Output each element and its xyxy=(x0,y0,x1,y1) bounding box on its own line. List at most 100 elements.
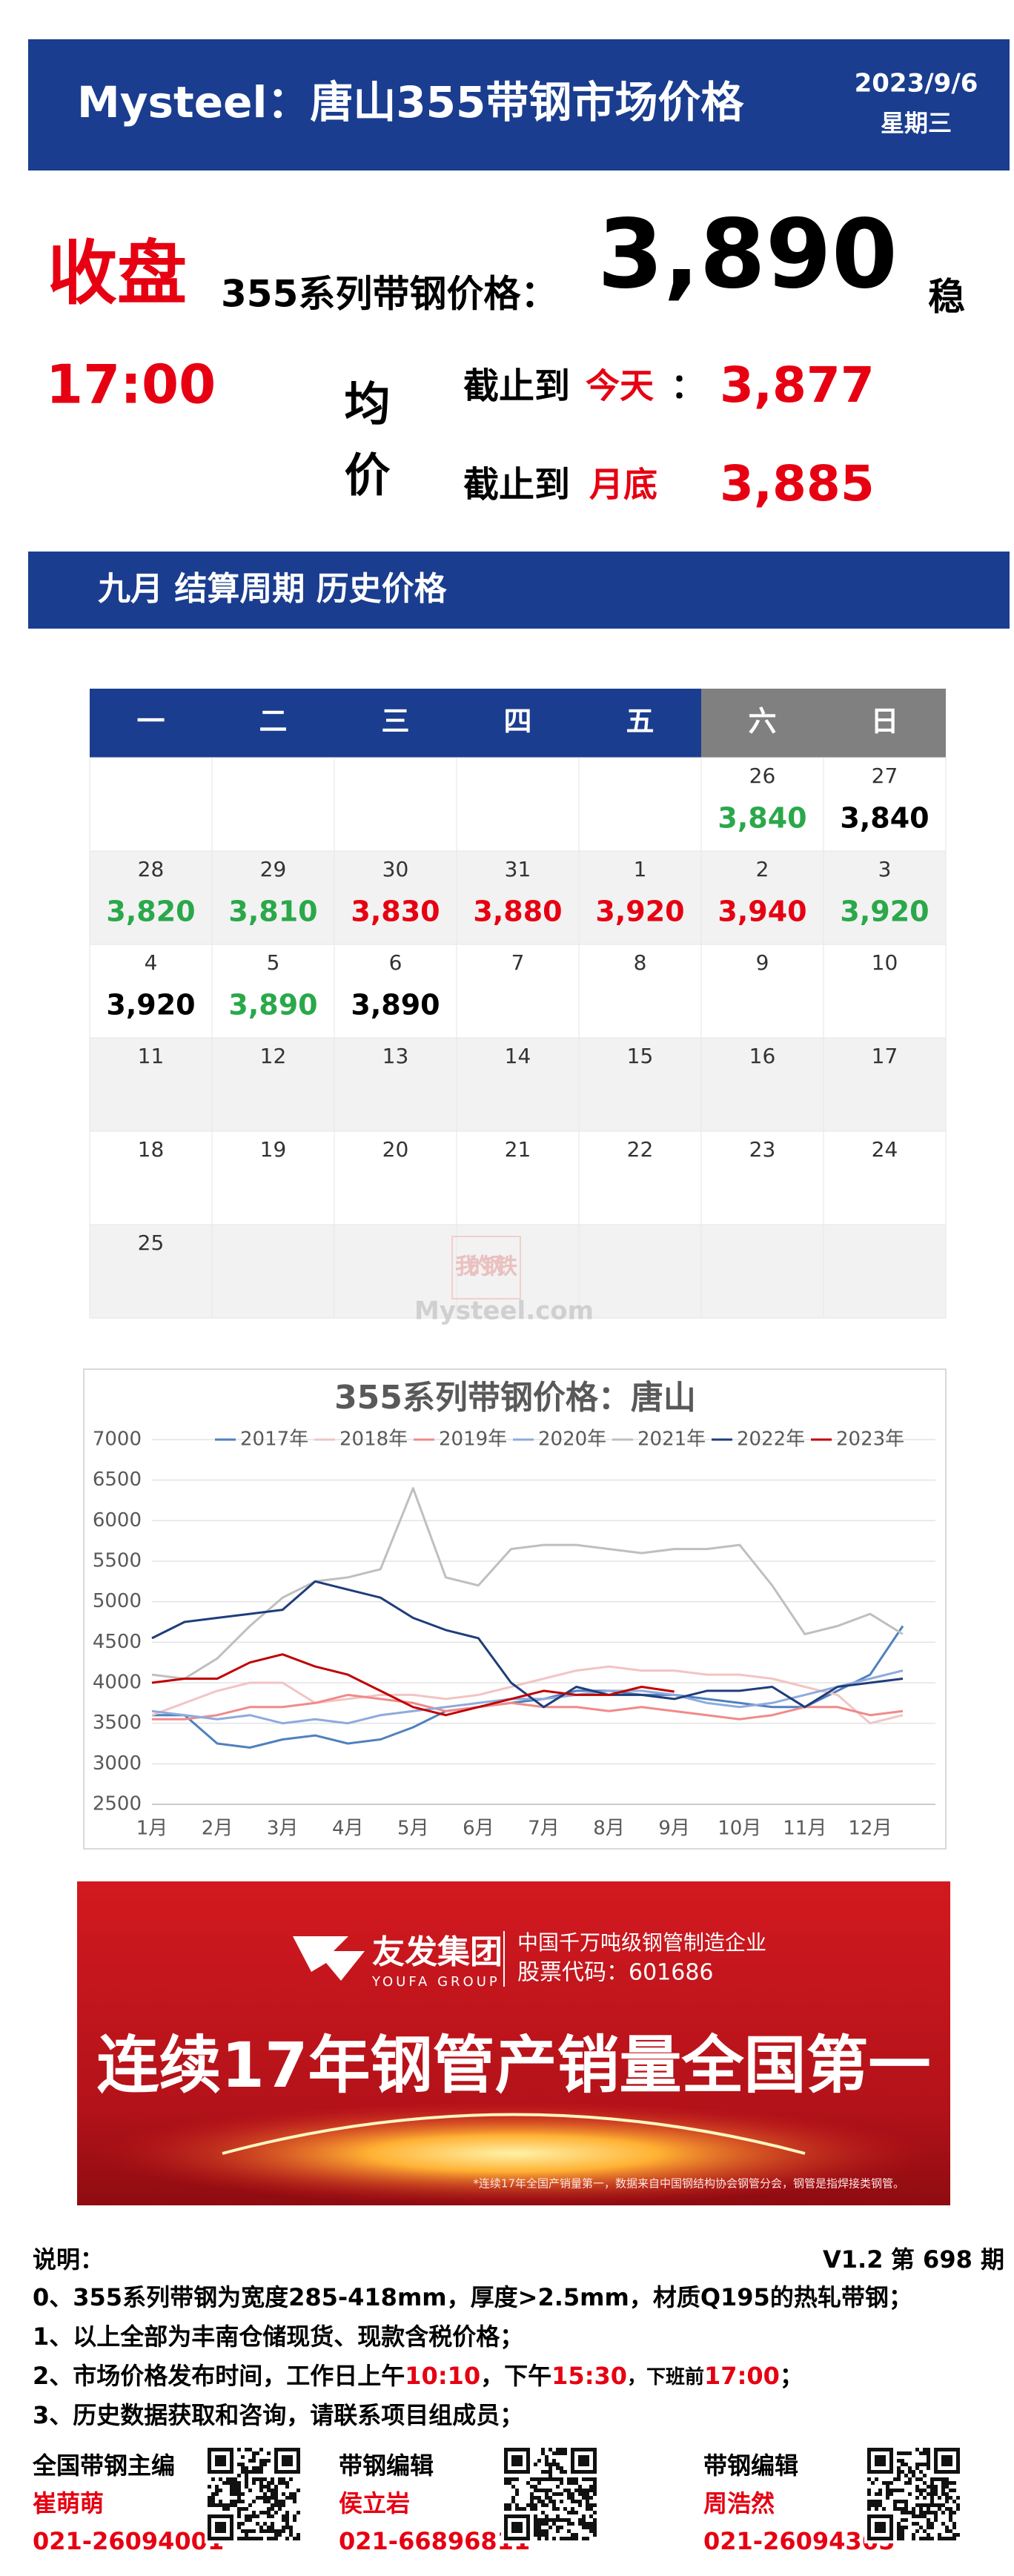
contact-name: 周浩然 xyxy=(703,2489,775,2517)
contact-phone: 021-26094001 xyxy=(33,2527,224,2555)
note-item: 2、市场价格发布时间，工作日上午10:10，下午15:30，下班前17:00； xyxy=(33,2362,803,2390)
calendar-cell xyxy=(823,944,947,1039)
weekday-cell xyxy=(701,689,824,758)
day-number: 7 xyxy=(511,950,525,975)
weekday-label: 四 xyxy=(503,705,531,738)
day-number: 16 xyxy=(749,1044,776,1068)
day-number: 6 xyxy=(389,950,402,975)
weekday-label: 五 xyxy=(626,705,654,738)
note-item: 0、355系列带钢为宽度285-418mm，厚度>2.5mm，材质Q195的热轧… xyxy=(33,2283,912,2311)
day-price: 3,810 xyxy=(228,895,317,928)
day-price: 3,840 xyxy=(840,802,929,835)
ad-slogan: 连续17年钢管产销量全国第一 xyxy=(97,2029,931,2102)
watermark-logo: 我的钢铁 xyxy=(455,1254,517,1280)
ad-tagline: 中国千万吨级钢管制造企业 xyxy=(517,1930,766,1955)
calendar-cell xyxy=(211,1224,335,1319)
section-title: 九月 结算周期 历史价格 xyxy=(98,570,448,608)
series-line xyxy=(151,1487,904,1680)
note-segment: 1、以上全部为丰南仓储现货、现款含税价格； xyxy=(33,2322,523,2351)
weekday-label: 三 xyxy=(381,705,409,738)
calendar-cell xyxy=(334,944,457,1039)
ad-brand-en: YOUFA GROUP xyxy=(371,1974,500,1990)
avg-value: 3,885 xyxy=(720,455,875,512)
weekday-cell xyxy=(579,689,701,758)
calendar-cell xyxy=(211,757,335,852)
day-number: 28 xyxy=(138,857,165,881)
day-number: 10 xyxy=(872,950,898,975)
series-line xyxy=(151,1653,675,1717)
title: Mysteel：唐山355带钢市场价格 xyxy=(77,77,744,128)
x-tick-label: 10月 xyxy=(718,1818,761,1840)
close-time: 17:00 xyxy=(46,354,216,416)
x-tick-label: 1月 xyxy=(136,1818,168,1840)
calendar-cell xyxy=(334,1224,457,1319)
calendar-cell xyxy=(578,1037,702,1132)
avg-period: 今天 xyxy=(586,366,654,406)
calendar-cell xyxy=(334,1130,457,1225)
x-tick-label: 12月 xyxy=(848,1818,892,1840)
note-segment: 15:30 xyxy=(551,2362,627,2390)
y-tick-label: 5500 xyxy=(93,1550,142,1572)
close-label: 收盘 xyxy=(47,234,187,314)
contact-name: 崔萌萌 xyxy=(33,2489,104,2517)
day-number: 2 xyxy=(756,857,769,881)
ad-stock: 股票代码：601686 xyxy=(517,1960,714,1986)
y-tick-label: 5000 xyxy=(93,1590,142,1612)
day-price: 3,840 xyxy=(718,802,806,835)
calendar-cell xyxy=(823,1130,947,1225)
calendar-cell xyxy=(456,1130,580,1225)
contact-role: 全国带钢主编 xyxy=(32,2451,175,2480)
x-tick-label: 5月 xyxy=(397,1818,429,1840)
day-number: 12 xyxy=(260,1044,287,1068)
contact-role: 带钢编辑 xyxy=(703,2451,798,2480)
calendar-cell xyxy=(456,757,580,852)
trend: 稳 xyxy=(928,276,965,319)
weekday-label: 二 xyxy=(259,705,287,738)
avg-colon: ： xyxy=(671,366,705,406)
y-tick-label: 7000 xyxy=(93,1428,142,1451)
watermark-box xyxy=(451,1236,521,1299)
day-number: 29 xyxy=(260,857,287,881)
weekday-label: 日 xyxy=(870,705,898,738)
day-price: 3,820 xyxy=(106,895,195,928)
avg-period: 月底 xyxy=(589,465,657,505)
contact-name: 侯立岩 xyxy=(339,2489,410,2517)
day-number: 8 xyxy=(634,950,647,975)
y-tick-label: 3000 xyxy=(93,1752,142,1775)
calendar-cell xyxy=(456,1224,580,1319)
contact-role: 带钢编辑 xyxy=(339,2451,434,2480)
note-segment: ，下班前 xyxy=(627,2365,704,2388)
ad-footnote: *连续17年全国产销量第一，数据来自中国钢结构协会钢管分会，钢管是指焊接类钢管。 xyxy=(473,2177,904,2191)
ad-glow xyxy=(99,2102,929,2205)
calendar-cell xyxy=(89,1130,213,1225)
weekday-label: 六 xyxy=(748,705,776,738)
price-label: 355系列带钢价格： xyxy=(221,273,557,316)
day-number: 23 xyxy=(749,1137,776,1162)
legend-label: 2018年 xyxy=(339,1428,408,1451)
note-segment: 10:10 xyxy=(405,2362,480,2390)
calendar-cell xyxy=(823,1037,947,1132)
day-price: 3,920 xyxy=(595,895,684,928)
x-tick-label: 3月 xyxy=(267,1818,299,1840)
y-tick-label: 4000 xyxy=(93,1672,142,1694)
day-number: 13 xyxy=(382,1044,409,1068)
qr-code xyxy=(504,2448,597,2540)
day-price: 3,920 xyxy=(840,895,929,928)
calendar-cell xyxy=(823,757,947,852)
ad-logo xyxy=(293,1936,365,1981)
calendar-cell xyxy=(89,850,213,945)
legend-label: 2021年 xyxy=(637,1428,706,1451)
note-segment: 0、355系列带钢为宽度285-418mm，厚度>2.5mm，材质Q195的热轧… xyxy=(33,2283,912,2311)
note-segment: ； xyxy=(780,2362,803,2390)
avg-value: 3,877 xyxy=(720,357,875,414)
y-tick-label: 6500 xyxy=(93,1469,142,1491)
day-number: 22 xyxy=(627,1137,654,1162)
calendar-cell xyxy=(89,944,213,1039)
day-price: 3,890 xyxy=(228,989,317,1022)
notes-title: 说明： xyxy=(33,2245,104,2274)
note-segment: 17:00 xyxy=(704,2362,780,2390)
note-segment: 3、历史数据获取和咨询，请联系项目组成员； xyxy=(33,2401,523,2429)
x-tick-label: 8月 xyxy=(593,1818,625,1840)
day-number: 19 xyxy=(260,1137,287,1162)
x-tick-label: 2月 xyxy=(202,1818,233,1840)
